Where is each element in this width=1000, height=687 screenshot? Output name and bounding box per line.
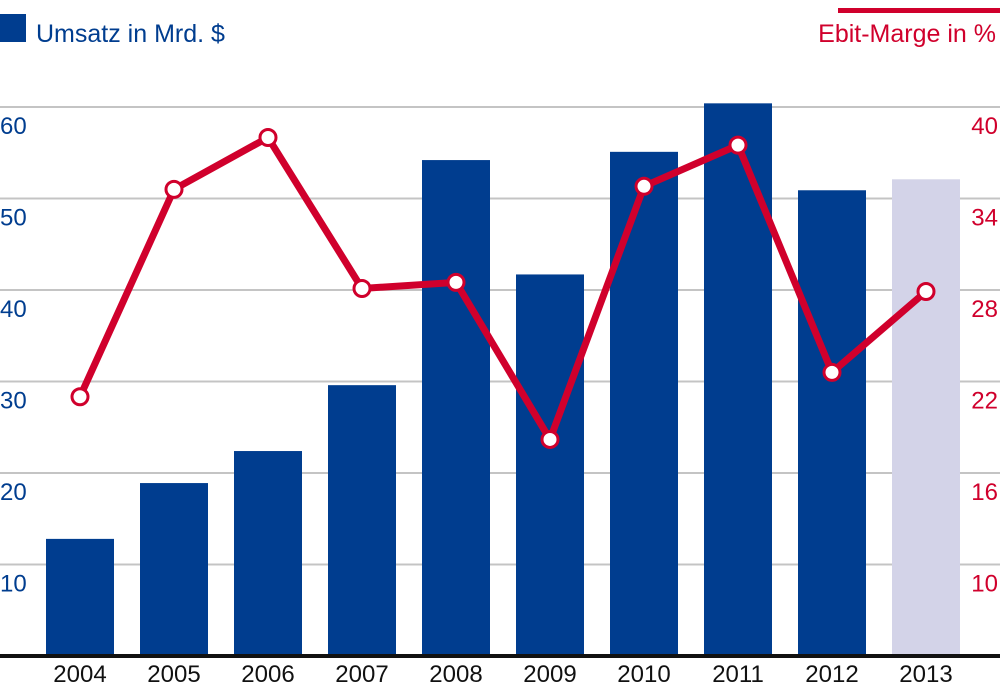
right-tick-label: 16 [971,479,998,506]
x-tick-label: 2006 [241,661,294,687]
right-tick-label: 34 [971,205,998,232]
x-tick-label: 2007 [335,661,388,687]
right-tick-label: 40 [971,113,998,140]
left-tick-label: 50 [0,205,27,232]
bar-2011 [704,103,772,657]
right-tick-label: 28 [971,296,998,323]
bar-2009 [516,274,584,656]
margin-point-2004 [70,387,90,407]
left-tick-label: 30 [0,388,27,415]
margin-point-2011 [728,135,748,155]
legend-label-margin: Ebit-Marge in % [818,20,996,48]
x-tick-label: 2009 [523,661,576,687]
margin-point-2008 [446,272,466,292]
bar-2004 [46,538,114,656]
bar-2005 [140,483,208,656]
bars [46,103,960,657]
margin-line [70,128,936,449]
x-tick-label: 2012 [805,661,858,687]
margin-point-2013 [916,282,936,302]
x-tick-label: 2005 [147,661,200,687]
right-tick-label: 10 [971,571,998,598]
bar-2008 [422,160,490,656]
bar-2006 [234,451,302,656]
margin-line-path [76,132,929,448]
margin-point-2009 [540,429,560,449]
legend: Umsatz in Mrd. $ Ebit-Marge in % [0,8,1000,48]
left-tick-label: 40 [0,296,27,323]
x-tick-label: 2008 [429,661,482,687]
legend-label-revenue: Umsatz in Mrd. $ [36,20,225,48]
bar-2012 [798,190,866,656]
bar-2013 [892,179,960,656]
legend-swatch-margin [838,8,1000,13]
bar-2010 [610,151,678,656]
margin-point-2012 [822,362,842,382]
x-tick-label: 2004 [53,661,106,687]
x-tick-label: 2013 [899,661,952,687]
bar-2007 [328,385,396,656]
right-tick-label: 22 [971,388,998,415]
x-tick-label: 2011 [712,661,764,687]
margin-point-2005 [164,179,184,199]
legend-swatch-revenue [0,14,26,42]
margin-point-2010 [634,176,654,196]
axes: 10 10 20 16 30 22 40 28 50 34 60 40 2004 2005 2006 2007… [0,113,1000,687]
left-tick-label: 20 [0,479,27,506]
x-tick-label: 2010 [617,661,670,687]
margin-point-2006 [258,128,278,147]
left-tick-label: 10 [0,571,27,598]
left-tick-label: 60 [0,113,27,140]
margin-point-2007 [352,278,372,298]
